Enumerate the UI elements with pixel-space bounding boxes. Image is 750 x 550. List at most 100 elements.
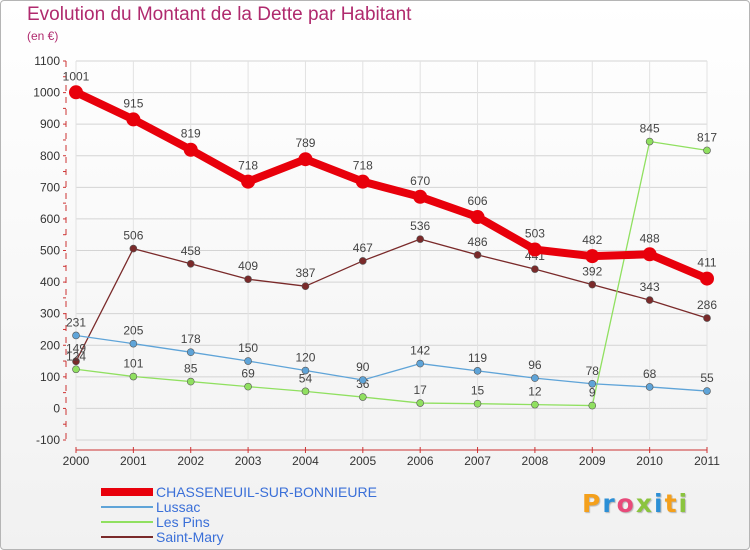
data-point <box>703 387 711 395</box>
data-label: 96 <box>528 358 542 372</box>
data-label: 68 <box>643 367 657 381</box>
data-point <box>473 251 482 259</box>
data-label: 90 <box>356 360 370 374</box>
data-point <box>244 275 252 284</box>
y-tick-label: 700 <box>40 180 60 194</box>
data-label: 789 <box>295 136 315 150</box>
y-tick-label: 200 <box>40 338 60 352</box>
data-point <box>531 400 539 409</box>
series-chasseneuil-sur-bonnieure: 1001 915 819 718 789 718 670 606 503 482 488 411 <box>63 69 717 286</box>
data-point <box>129 244 138 253</box>
data-point <box>700 271 714 286</box>
legend-label: Lussac <box>156 499 201 515</box>
data-label: 120 <box>295 351 315 365</box>
data-point <box>129 372 138 381</box>
data-label: 142 <box>410 344 430 358</box>
data-label: 387 <box>295 266 315 280</box>
y-tick-label: 100 <box>40 370 60 384</box>
data-point <box>301 387 310 396</box>
data-point <box>416 399 424 407</box>
x-tick-label: 2011 <box>694 454 720 468</box>
data-point <box>585 249 600 264</box>
data-label: 392 <box>582 265 602 279</box>
data-point <box>473 367 482 375</box>
legend-swatch <box>101 521 153 523</box>
legend: CHASSENEUIL-SUR-BONNIEURE Lussac Les Pins S… <box>101 484 421 545</box>
data-label: 506 <box>123 229 143 243</box>
y-tick-label: 900 <box>40 117 60 131</box>
y-tick-label: 600 <box>40 212 60 226</box>
logo-letter: i <box>678 489 690 518</box>
legend-swatch <box>101 536 153 538</box>
legend-label: Les Pins <box>156 514 210 530</box>
data-label: 670 <box>410 174 430 188</box>
data-label: 119 <box>468 351 487 365</box>
series-saint-mary: 149506458409387467536486441392343286 <box>66 219 717 366</box>
data-label: 17 <box>414 383 428 397</box>
x-tick-label: 2006 <box>407 454 434 468</box>
y-tick-label: 0 <box>53 401 60 415</box>
legend-label: Saint-Mary <box>156 529 224 545</box>
data-point <box>531 265 539 273</box>
x-tick-label: 2009 <box>579 454 606 468</box>
data-label: 536 <box>410 219 430 233</box>
y-tick-label: -100 <box>36 433 60 447</box>
data-label: 178 <box>181 332 201 346</box>
data-label: 69 <box>241 367 255 381</box>
data-label: 819 <box>181 127 201 141</box>
data-label: 409 <box>238 259 258 273</box>
logo-letter: o <box>616 489 636 518</box>
series-line <box>75 140 708 407</box>
data-point <box>645 137 654 146</box>
legend-item: CHASSENEUIL-SUR-BONNIEURE <box>101 484 421 500</box>
data-label: 149 <box>66 341 86 355</box>
legend-swatch <box>101 488 153 496</box>
logo-letter: t <box>664 489 679 518</box>
data-point <box>359 376 367 384</box>
logo-letter: r <box>602 489 617 518</box>
data-point <box>588 379 597 388</box>
data-label: 486 <box>468 235 488 249</box>
data-label: 845 <box>640 122 660 136</box>
proxiti-logo: Proxiti <box>582 489 689 518</box>
data-point <box>69 85 83 100</box>
data-point <box>241 174 256 189</box>
x-tick-label: 2010 <box>636 454 663 468</box>
data-label: 488 <box>640 231 660 245</box>
data-point <box>416 235 424 243</box>
x-tick-label: 2003 <box>235 454 262 468</box>
data-label: 9 <box>589 386 596 400</box>
legend-item: Saint-Mary <box>101 529 421 545</box>
data-label: 12 <box>528 385 542 399</box>
data-point <box>645 383 654 391</box>
logo-letter: i <box>654 489 665 518</box>
x-tick-label: 2005 <box>349 454 376 468</box>
data-point <box>301 282 310 290</box>
y-tick-label: 1000 <box>33 86 60 100</box>
data-label: 482 <box>582 233 602 247</box>
data-label: 718 <box>353 159 373 173</box>
logo-letter: x <box>635 489 654 518</box>
data-point <box>244 357 252 365</box>
y-tick-label: 400 <box>40 275 60 289</box>
data-point <box>186 348 195 356</box>
data-point <box>298 152 313 167</box>
data-point <box>359 257 367 265</box>
data-point <box>126 112 141 127</box>
unit-label: (en €) <box>27 29 59 43</box>
data-label: 411 <box>697 256 716 270</box>
y-tick-label: 500 <box>40 244 60 258</box>
data-point <box>72 331 80 340</box>
data-point <box>416 359 424 368</box>
data-label: 915 <box>123 96 143 110</box>
series-lussac: 231 205 178 150 120 90 142 119 96 78 68 55 <box>66 315 714 395</box>
logo-letter: P <box>582 489 603 518</box>
y-tick-label: 300 <box>40 307 60 321</box>
data-point <box>186 259 195 268</box>
data-point <box>355 174 370 189</box>
y-tick-label: 800 <box>40 149 60 163</box>
data-label: 54 <box>299 371 313 385</box>
